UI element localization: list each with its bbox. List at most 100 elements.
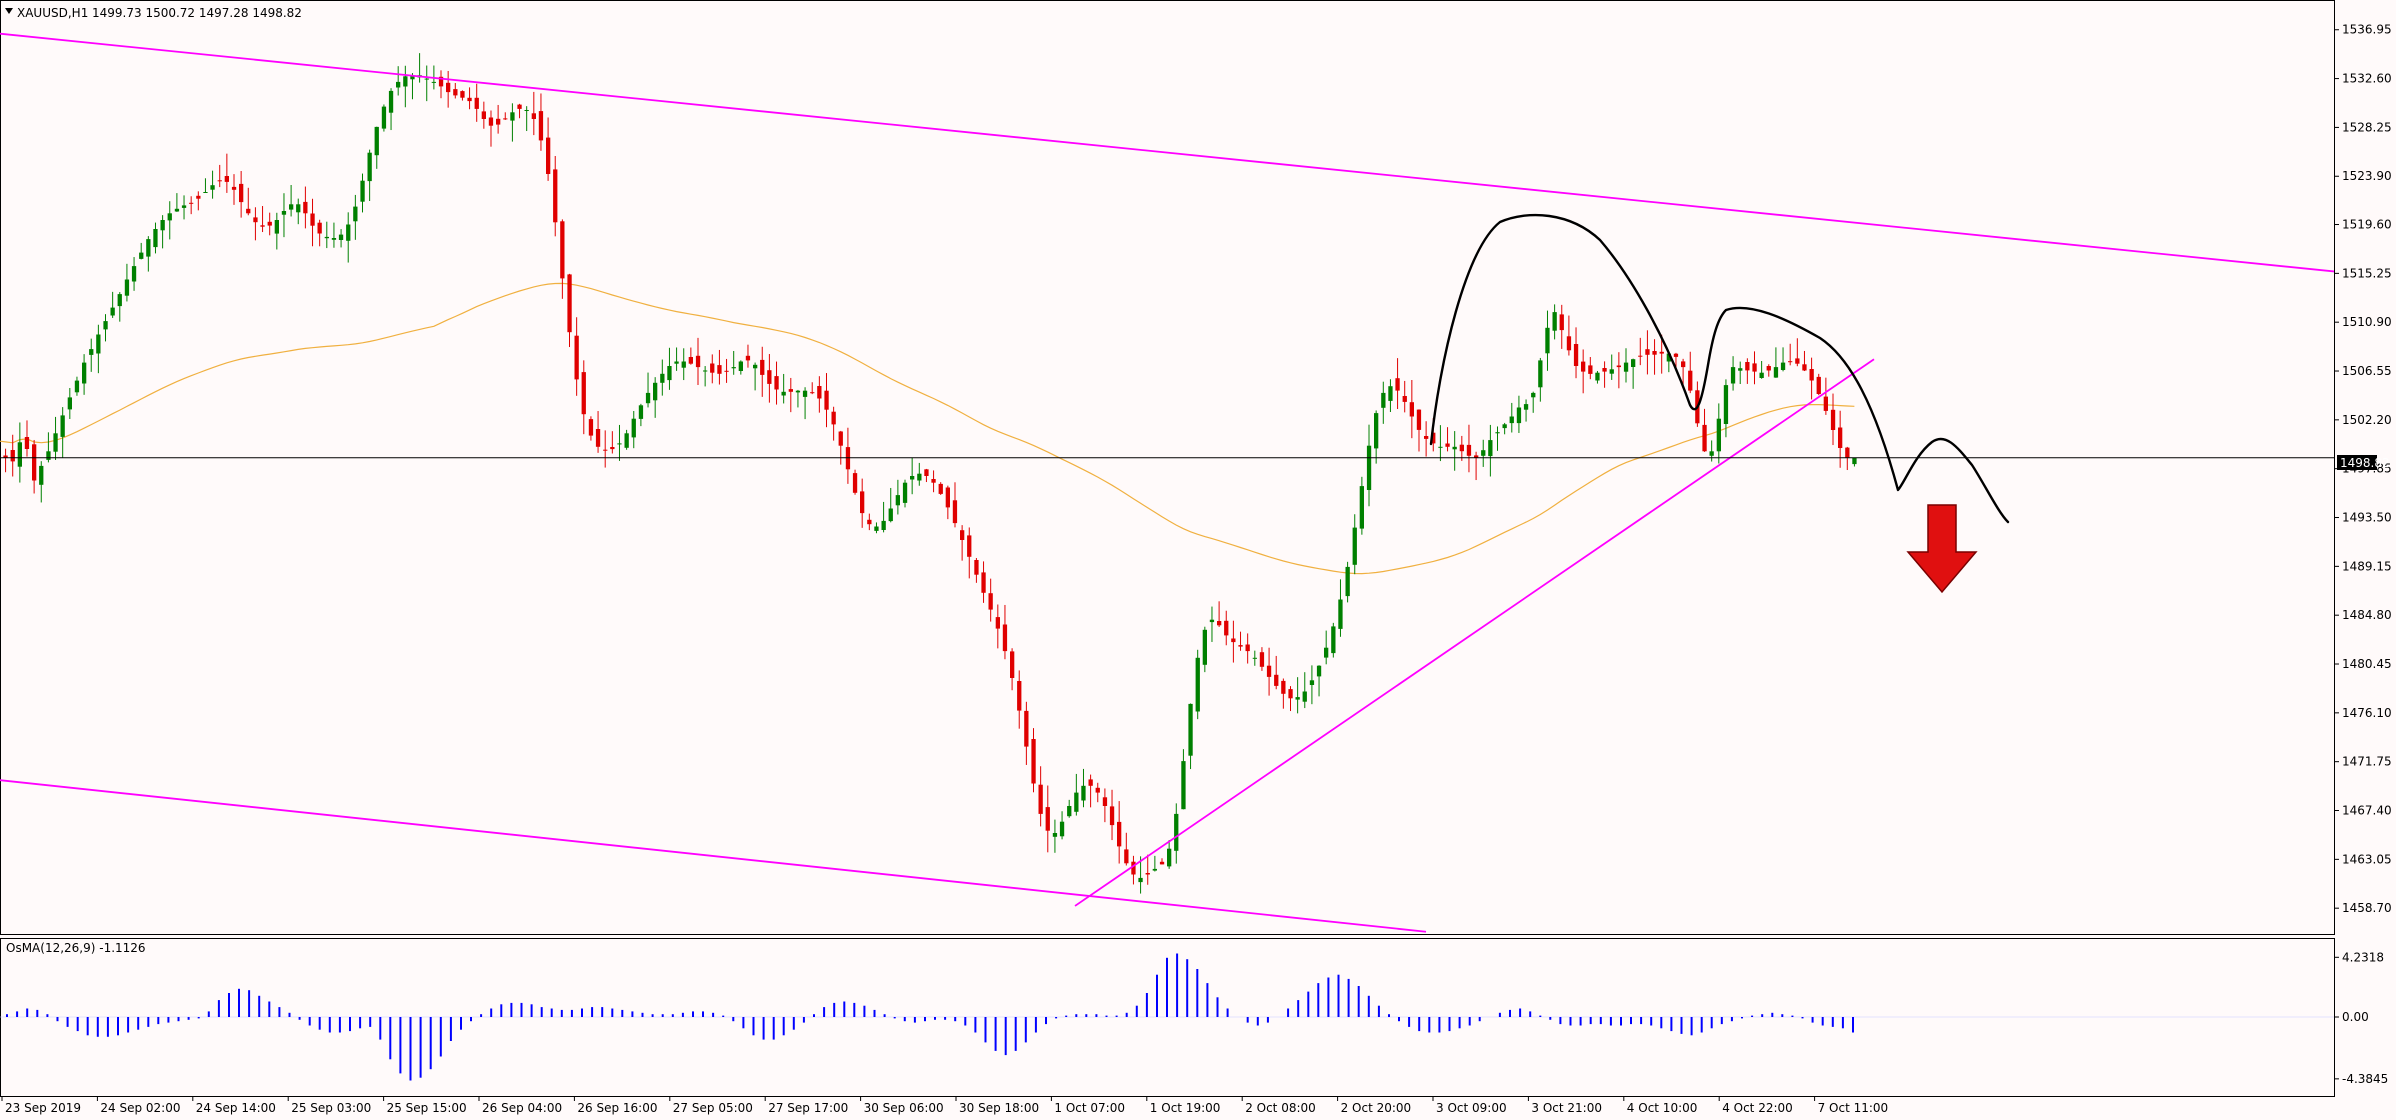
candle-body xyxy=(331,238,337,240)
candle-body xyxy=(431,81,436,83)
candle-body xyxy=(952,500,958,524)
channel-upper-line xyxy=(0,32,2334,273)
price-tick-label: 1528.25 xyxy=(2342,120,2392,134)
candle-body xyxy=(774,376,779,390)
time-tick-label: 4 Oct 10:00 xyxy=(1627,1101,1698,1115)
candle-body xyxy=(1188,703,1193,756)
candle-body xyxy=(438,76,444,87)
candle-body xyxy=(82,362,87,384)
candle-body xyxy=(1195,657,1200,712)
candle-body xyxy=(1345,566,1350,597)
candle-body xyxy=(1217,621,1222,626)
candle-body xyxy=(1845,447,1850,458)
candle-body xyxy=(388,90,394,113)
candle-body xyxy=(1138,877,1143,883)
candle-body xyxy=(374,126,379,156)
candle-body xyxy=(1202,629,1207,665)
candle-body xyxy=(874,526,879,531)
price-tick-label: 1458.70 xyxy=(2342,901,2392,915)
candle-body xyxy=(1459,444,1464,452)
candle-body xyxy=(1281,680,1286,694)
candle-body xyxy=(1095,787,1100,793)
candle-body xyxy=(1573,344,1579,366)
candle-body xyxy=(1609,369,1614,374)
candle-body xyxy=(1231,638,1236,643)
candle-body xyxy=(317,222,322,234)
candle-body xyxy=(1409,402,1414,417)
candle-body xyxy=(1702,424,1707,452)
candle-body xyxy=(1381,392,1386,408)
candle-body xyxy=(131,266,137,282)
channel-lower-line xyxy=(0,779,1427,933)
candle-body xyxy=(1274,674,1279,686)
candle-body xyxy=(567,274,572,333)
candle-body xyxy=(1388,386,1393,401)
price-tick-label: 1510.90 xyxy=(2342,315,2392,329)
candle-body xyxy=(1002,624,1008,652)
triangle-down-icon[interactable] xyxy=(5,8,13,14)
candle-body xyxy=(660,373,665,383)
candle-body xyxy=(24,437,30,449)
candle-body xyxy=(303,201,308,214)
candle-body xyxy=(1102,797,1108,806)
candle-body xyxy=(1788,361,1793,363)
candle-body xyxy=(1266,665,1272,677)
candle-body xyxy=(910,476,915,480)
candle-body xyxy=(1224,620,1229,636)
candle-body xyxy=(167,213,172,221)
current-price-badge: 1498.82 xyxy=(2337,455,2390,470)
candle-body xyxy=(60,415,65,437)
price-tick-label: 1493.50 xyxy=(2342,511,2392,525)
candle-body xyxy=(688,357,693,364)
candle-body xyxy=(1295,697,1300,700)
price-tick-label: 1467.40 xyxy=(2342,804,2392,818)
candle-body xyxy=(1538,360,1543,388)
candle-body xyxy=(595,429,601,447)
candle-body xyxy=(710,363,715,373)
time-tick-label: 2 Oct 20:00 xyxy=(1341,1101,1412,1115)
candle-body xyxy=(117,294,122,307)
candle-body xyxy=(1038,784,1043,814)
price-tick-label: 1471.75 xyxy=(2342,755,2392,769)
candle-body xyxy=(945,487,950,508)
candle-body xyxy=(967,535,972,557)
candle-body xyxy=(1681,361,1686,368)
candle-body xyxy=(1152,868,1157,871)
candle-body xyxy=(460,91,465,98)
candle-body xyxy=(753,364,758,369)
time-tick-label: 25 Sep 03:00 xyxy=(291,1101,371,1115)
candle-body xyxy=(1131,861,1136,875)
candle-body xyxy=(488,117,494,126)
candle-body xyxy=(524,110,529,111)
candle-body xyxy=(553,169,558,223)
candle-body xyxy=(645,392,651,404)
candle-body xyxy=(410,75,415,80)
price-tick-label: 1502.20 xyxy=(2342,413,2392,427)
candle-body xyxy=(1673,353,1679,357)
candle-body xyxy=(617,443,622,445)
candle-body xyxy=(1531,392,1536,398)
candle-body xyxy=(1010,651,1015,678)
candle-body xyxy=(1259,652,1265,667)
candle-body xyxy=(1652,351,1657,355)
candle-body xyxy=(1316,665,1322,677)
candle-body xyxy=(1559,314,1564,331)
candle-body xyxy=(546,137,551,174)
candle-body xyxy=(1438,446,1443,448)
candle-body xyxy=(1067,806,1072,817)
candle-body xyxy=(239,183,244,203)
candle-body xyxy=(1581,361,1586,372)
candle-body xyxy=(931,479,936,483)
candle-body xyxy=(995,617,1000,629)
symbol-label: XAUUSD,H1 xyxy=(17,6,88,20)
candle-body xyxy=(1838,427,1843,448)
time-tick-label: 24 Sep 02:00 xyxy=(100,1101,180,1115)
candle-body xyxy=(802,390,808,397)
candle-body xyxy=(1595,372,1600,381)
candle-body xyxy=(474,97,479,109)
candle-body xyxy=(624,433,629,448)
candle-body xyxy=(917,473,922,481)
candle-body xyxy=(124,279,130,296)
price-tick-label: 1480.45 xyxy=(2342,657,2392,671)
